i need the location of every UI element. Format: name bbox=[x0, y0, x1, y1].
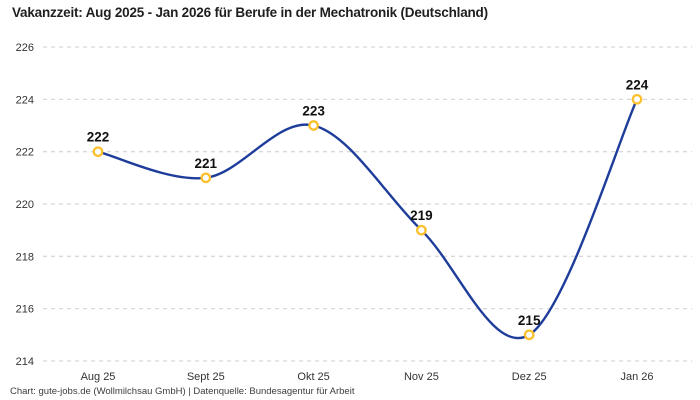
y-tick-label: 220 bbox=[16, 199, 34, 211]
y-tick-label: 214 bbox=[16, 356, 34, 368]
y-tick-label: 222 bbox=[16, 147, 34, 159]
data-point-label: 219 bbox=[410, 208, 433, 223]
data-point-label: 224 bbox=[626, 77, 649, 92]
x-tick-label: Jan 26 bbox=[620, 371, 653, 383]
chart-title: Vakanzzeit: Aug 2025 - Jan 2026 für Beru… bbox=[12, 5, 488, 20]
chart-credit: Chart: gute-jobs.de (Wollmilchsau GmbH) … bbox=[10, 386, 355, 397]
y-tick-label: 216 bbox=[16, 304, 34, 316]
series-line bbox=[96, 98, 639, 339]
x-tick-label: Nov 25 bbox=[404, 371, 439, 383]
data-point-marker bbox=[308, 120, 319, 131]
x-tick-label: Aug 25 bbox=[81, 371, 116, 383]
data-point-label: 223 bbox=[302, 104, 325, 119]
data-point-label: 222 bbox=[87, 130, 110, 145]
data-point-marker bbox=[523, 329, 535, 341]
data-point-marker bbox=[200, 172, 212, 184]
y-tick-label: 226 bbox=[16, 42, 34, 54]
y-tick-label: 218 bbox=[16, 251, 34, 263]
x-tick-label: Sept 25 bbox=[187, 371, 225, 383]
data-point-marker bbox=[416, 224, 427, 236]
x-tick-label: Okt 25 bbox=[297, 371, 329, 383]
x-tick-label: Dez 25 bbox=[512, 371, 547, 383]
data-point-label: 215 bbox=[518, 313, 541, 328]
data-point-label: 221 bbox=[195, 156, 218, 171]
y-tick-label: 224 bbox=[16, 94, 34, 106]
data-point-marker bbox=[631, 93, 643, 105]
data-point-marker bbox=[92, 146, 104, 158]
